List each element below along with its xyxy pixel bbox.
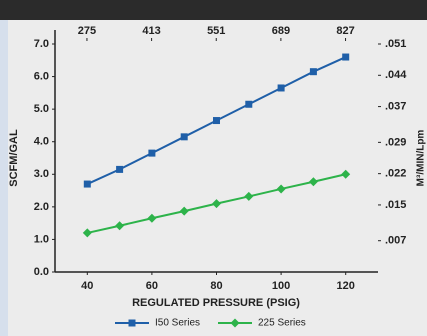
y-axis-title: SCFM/GAL: [8, 129, 20, 187]
marker: [244, 191, 254, 201]
x2-tick-label: 827: [336, 25, 354, 37]
y2-tick-label: .051: [385, 38, 406, 50]
y-tick-label: 0.0: [34, 266, 49, 278]
y2-tick-label: .029: [385, 136, 406, 148]
marker: [213, 117, 220, 125]
y-tick-label: 3.0: [34, 168, 49, 180]
marker: [116, 165, 124, 173]
y-tick-label: 2.0: [34, 201, 49, 213]
marker: [276, 184, 286, 194]
legend-label: 225 Series: [258, 318, 306, 329]
x-tick-label: 80: [210, 280, 222, 292]
marker: [115, 221, 125, 231]
marker: [83, 180, 91, 188]
x-tick-label: 120: [337, 280, 355, 292]
legend-label: I50 Series: [155, 318, 200, 329]
legend-marker: [230, 318, 240, 328]
marker: [245, 100, 253, 108]
marker: [308, 177, 318, 187]
marker: [179, 206, 189, 216]
marker: [82, 228, 92, 238]
y-tick-label: 5.0: [34, 103, 49, 115]
y2-tick-label: .015: [385, 199, 406, 211]
marker: [180, 133, 188, 141]
x-tick-label: 100: [272, 280, 290, 292]
x-axis-title: REGULATED PRESSURE (PSIG): [132, 297, 300, 309]
legend-marker: [128, 319, 136, 327]
x2-tick-label: 275: [78, 25, 96, 37]
y-tick-label: 1.0: [34, 233, 49, 245]
side-strip: [0, 20, 8, 336]
marker: [148, 149, 156, 157]
marker: [147, 213, 157, 223]
marker: [277, 84, 285, 92]
x-tick-label: 40: [81, 280, 93, 292]
marker: [341, 169, 351, 179]
marker: [342, 53, 350, 61]
y2-tick-label: .022: [385, 168, 406, 180]
y-tick-label: 6.0: [34, 70, 49, 82]
y-tick-label: 7.0: [34, 38, 49, 50]
marker: [212, 199, 221, 209]
y2-tick-label: .037: [385, 100, 406, 112]
y2-axis-title: M³/MIN/Lpm: [416, 130, 427, 187]
x2-tick-label: 413: [142, 25, 160, 37]
x-tick-label: 60: [146, 280, 158, 292]
x2-tick-label: 689: [272, 25, 290, 37]
x2-tick-label: 551: [207, 25, 225, 37]
marker: [309, 68, 317, 76]
y2-tick-label: .044: [385, 69, 407, 81]
y-tick-label: 4.0: [34, 136, 49, 148]
header-band: [0, 0, 427, 20]
y2-tick-label: .007: [385, 235, 406, 247]
